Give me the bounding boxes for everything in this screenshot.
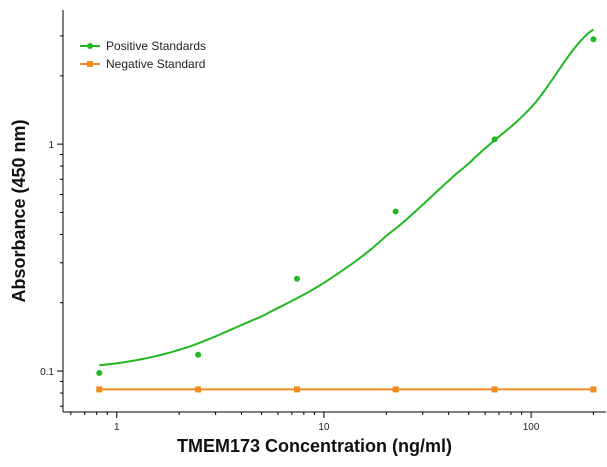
data-point xyxy=(293,275,300,282)
y-axis-title: Absorbance (450 nm) xyxy=(9,119,29,302)
legend-label: Negative Standard xyxy=(106,57,205,71)
x-tick-label: 100 xyxy=(523,422,540,433)
legend-item: Negative Standard xyxy=(80,57,205,71)
data-point xyxy=(96,370,103,377)
data-point xyxy=(195,386,202,393)
data-point xyxy=(96,386,103,393)
legend-marker xyxy=(87,43,93,49)
x-tick-label: 10 xyxy=(318,422,330,433)
data-point xyxy=(293,386,300,393)
data-point xyxy=(491,386,498,393)
ticks: 1 10 100 0.1 1 xyxy=(40,35,594,433)
data-point xyxy=(195,351,202,358)
x-axis-title: TMEM173 Concentration (ng/ml) xyxy=(177,436,452,456)
legend-marker xyxy=(87,61,93,67)
data-point xyxy=(590,36,597,43)
axes xyxy=(62,10,606,413)
legend-label: Positive Standards xyxy=(106,39,206,53)
data-point xyxy=(392,208,399,215)
series-positive-standards xyxy=(96,28,597,377)
y-tick-label: 0.1 xyxy=(40,367,54,378)
data-point xyxy=(491,136,498,143)
series-negative-standard xyxy=(96,386,597,393)
x-tick-label: 1 xyxy=(114,422,120,433)
legend: Positive Standards Negative Standard xyxy=(80,39,206,71)
data-point xyxy=(590,386,597,393)
data-point xyxy=(392,386,399,393)
y-tick-label: 1 xyxy=(48,140,54,151)
series-layer xyxy=(96,28,597,393)
series-line xyxy=(99,28,594,367)
legend-item: Positive Standards xyxy=(80,39,206,53)
